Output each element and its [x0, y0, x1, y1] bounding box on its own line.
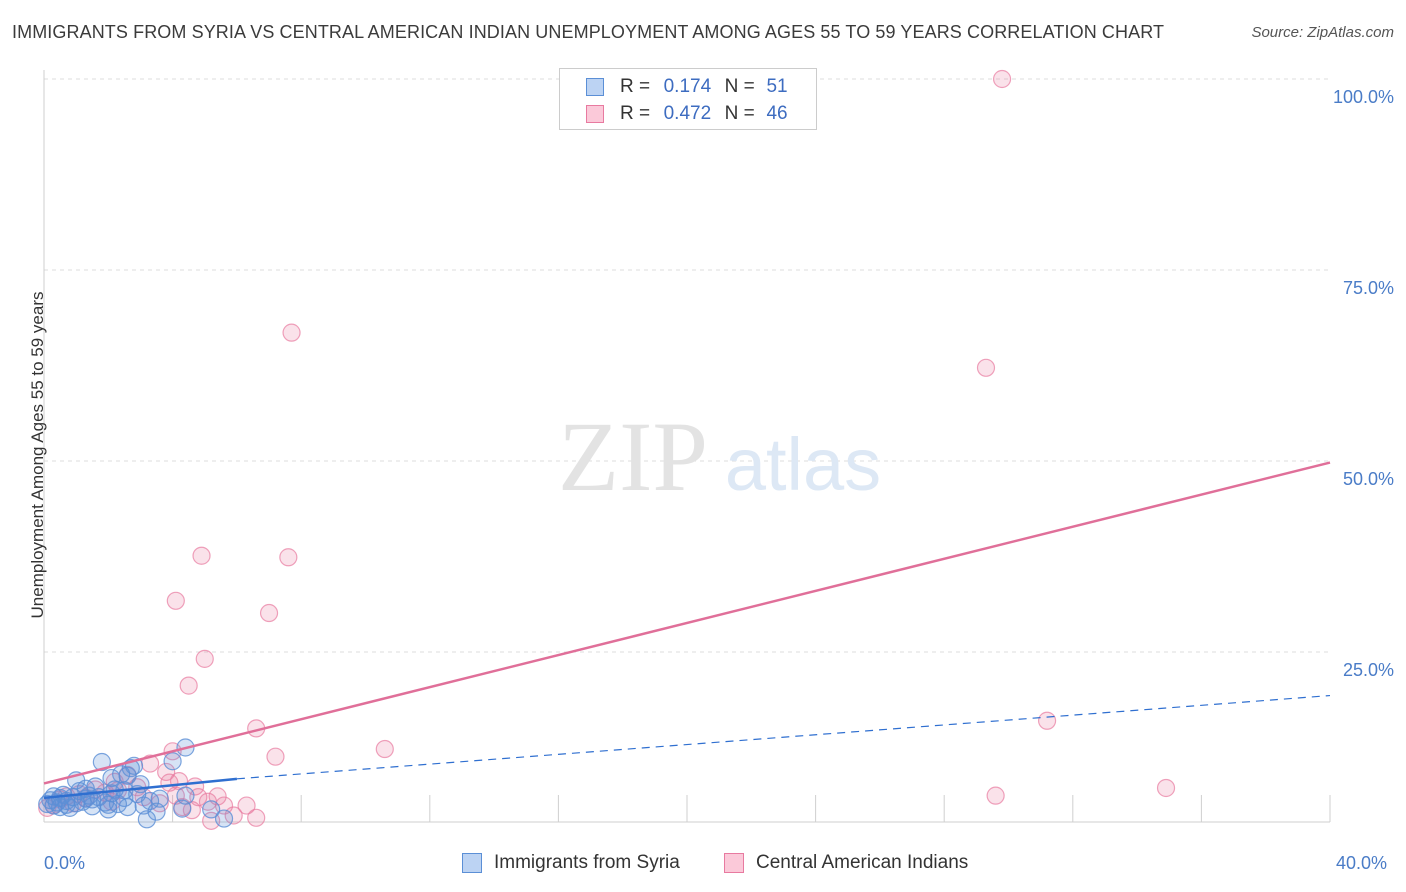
data-point-syria	[214, 809, 234, 828]
legend-label-central: Central American Indians	[756, 852, 969, 873]
trend-line-syria-extension	[236, 694, 1331, 780]
data-point-central	[237, 796, 256, 815]
data-point-central	[986, 786, 1005, 805]
x-tick-label-min: 0.0%	[44, 853, 86, 873]
data-point-central	[140, 754, 160, 773]
legend-swatch-central	[586, 105, 604, 123]
data-point-central	[179, 676, 198, 695]
legend-r-value-central: 0.472	[663, 103, 712, 124]
data-point-syria	[86, 777, 105, 796]
data-point-syria	[102, 768, 121, 788]
chart-source: Source: ZipAtlas.com	[1251, 24, 1394, 41]
data-point-syria	[147, 802, 166, 821]
legend-text-syria: R = 0.174 N = 51	[620, 76, 794, 98]
x-tick-label-max: 40.0%	[1336, 853, 1388, 873]
correlation-legend: R = 0.174 N = 51 R = 0.472 N = 46	[559, 68, 817, 130]
data-point-central	[992, 69, 1012, 89]
y-tick-label-100: 100.0%	[1332, 87, 1394, 107]
data-point-syria	[99, 795, 118, 814]
data-point-syria	[173, 799, 192, 818]
data-point-central	[259, 603, 279, 623]
series-immigrants-from-syria	[38, 738, 234, 829]
legend-swatch-syria	[586, 78, 604, 96]
legend-label-syria: Immigrants from Syria	[494, 852, 680, 873]
watermark: ZIP atlas	[558, 401, 881, 512]
y-axis-label: Unemployment Among Ages 55 to 59 years	[28, 291, 47, 619]
legend-r-label: R =	[620, 76, 651, 97]
data-point-central	[1156, 778, 1176, 798]
trend-lines	[43, 461, 1331, 800]
data-point-central	[266, 747, 285, 766]
data-point-central	[166, 591, 185, 610]
legend-swatch-central	[724, 853, 744, 873]
data-point-central	[192, 546, 211, 565]
data-point-central	[195, 649, 214, 668]
data-point-syria	[202, 800, 221, 819]
legend-text-central: R = 0.472 N = 46	[620, 103, 794, 125]
legend-n-value-syria: 51	[766, 76, 788, 97]
data-point-syria	[163, 752, 182, 771]
data-point-syria	[137, 810, 156, 829]
trend-line-central	[43, 461, 1331, 785]
y-tick-label-75: 75.0%	[1342, 278, 1394, 298]
data-point-central	[279, 548, 298, 567]
data-point-central	[247, 808, 266, 827]
data-point-central	[1037, 711, 1057, 730]
data-point-central	[976, 358, 996, 377]
watermark-zip: ZIP	[558, 401, 708, 512]
y-tick-label-25: 25.0%	[1342, 660, 1394, 680]
y-tick-label-50: 50.0%	[1342, 469, 1394, 489]
trend-line-syria	[43, 777, 238, 800]
legend-n-label: N =	[724, 103, 755, 124]
legend-n-value-central: 46	[766, 103, 788, 124]
chart-title: IMMIGRANTS FROM SYRIA VS CENTRAL AMERICA…	[12, 22, 1165, 42]
legend-swatch-syria	[462, 853, 482, 873]
data-point-central	[282, 323, 301, 342]
legend-r-value-syria: 0.174	[663, 76, 712, 97]
data-point-syria	[118, 766, 137, 785]
data-point-central	[157, 762, 176, 782]
data-point-central	[375, 739, 394, 759]
legend-n-label: N =	[724, 76, 755, 97]
legend-r-label: R =	[620, 103, 651, 124]
data-point-syria	[92, 752, 111, 772]
watermark-atlas: atlas	[725, 423, 881, 506]
